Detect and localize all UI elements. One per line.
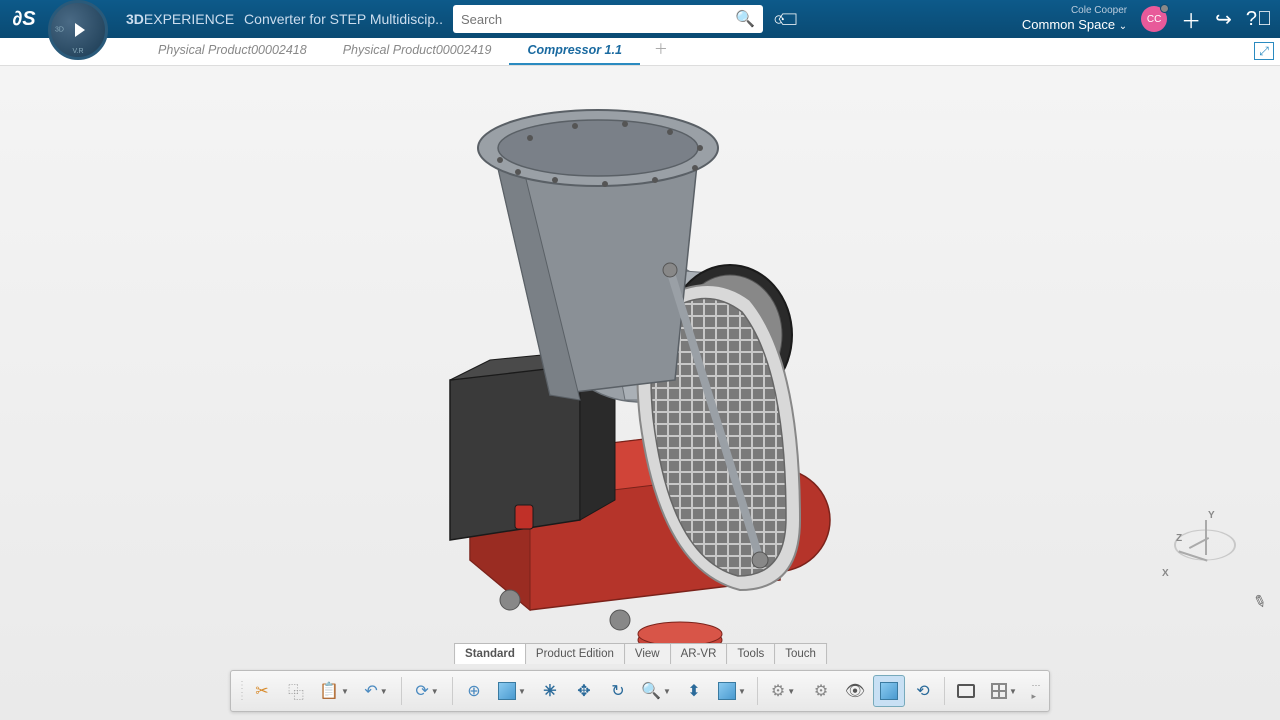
bottom-tab-tools[interactable]: Tools [726, 643, 775, 664]
search-box: 🔍 [453, 5, 763, 33]
bottom-tab-product-edition[interactable]: Product Edition [525, 643, 625, 664]
user-name: Cole Cooper [1022, 5, 1127, 17]
app-options-button[interactable]: ⚙▼ [763, 675, 803, 707]
toolbar-separator [757, 677, 758, 705]
pan-button[interactable]: ✥ [568, 675, 600, 707]
user-info[interactable]: Cole Cooper Common Space ⌄ [1022, 5, 1127, 33]
center-button[interactable]: ✳ [534, 675, 566, 707]
bottom-tab-standard[interactable]: Standard [454, 643, 526, 664]
undo-button[interactable]: ↶▼ [356, 675, 396, 707]
model-compressor [380, 100, 900, 660]
search-input[interactable] [461, 12, 735, 27]
main-toolbar: ⋮⋮ ✂⿻📋▼↶▼⟳▼⊕▼✳✥↻🔍▼⬍▼⚙▼⚙👁⟲▼ ⋯▸ [230, 670, 1050, 712]
pencil-cursor-icon: ✎ [1250, 590, 1269, 613]
rotate-button[interactable]: ↻ [602, 675, 634, 707]
capture-button[interactable] [950, 675, 982, 707]
zoom-button[interactable]: 🔍▼ [636, 675, 676, 707]
bottom-tab-view[interactable]: View [624, 643, 671, 664]
compass-vr-label: V.R [72, 48, 83, 55]
axis-x-label: X [1162, 568, 1169, 579]
axis-z-label: Z [1176, 533, 1182, 544]
tabstrip: Physical Product00002418Physical Product… [0, 38, 1280, 66]
axis-y-label: Y [1208, 510, 1215, 521]
tag-icon[interactable]: 🏷 [770, 1, 806, 37]
bottom-tab-ar-vr[interactable]: AR-VR [670, 643, 728, 664]
toolbar-overflow-button[interactable]: ⋯▸ [1029, 680, 1043, 702]
render-style-button[interactable]: ▼ [712, 675, 752, 707]
display-gear-button[interactable]: ⚙ [805, 675, 837, 707]
toolbar-separator [452, 677, 453, 705]
bottom-tabstrip: StandardProduct EditionViewAR-VRToolsTou… [454, 643, 826, 664]
update-button[interactable]: ⟳▼ [407, 675, 447, 707]
toolbar-container: ⋮⋮ ✂⿻📋▼↶▼⟳▼⊕▼✳✥↻🔍▼⬍▼⚙▼⚙👁⟲▼ ⋯▸ [230, 670, 1050, 712]
avatar[interactable]: CC [1141, 6, 1167, 32]
share-icon[interactable]: ↪ [1215, 7, 1232, 32]
compass-widget[interactable]: 3D V.R [48, 0, 108, 60]
select-mode-button[interactable] [873, 675, 905, 707]
copy-button[interactable]: ⿻ [280, 675, 312, 707]
spin-button[interactable]: ⟲ [907, 675, 939, 707]
3d-viewport[interactable]: Y X Z ✎ [0, 66, 1280, 720]
toolbar-separator [401, 677, 402, 705]
fit-all-button[interactable]: ⊕ [458, 675, 490, 707]
paste-button[interactable]: 📋▼ [314, 675, 354, 707]
toolbar-separator [944, 677, 945, 705]
bottom-tab-touch[interactable]: Touch [774, 643, 827, 664]
layout-button[interactable]: ▼ [984, 675, 1024, 707]
add-tab-button[interactable]: ＋ [640, 33, 682, 65]
cut-button[interactable]: ✂ [246, 675, 278, 707]
visibility-button[interactable]: 👁 [839, 675, 871, 707]
look-at-button[interactable]: ⬍ [678, 675, 710, 707]
search-icon[interactable]: 🔍 [735, 9, 755, 29]
tab-0[interactable]: Physical Product00002418 [140, 37, 325, 65]
isometric-button[interactable]: ▼ [492, 675, 532, 707]
tab-1[interactable]: Physical Product00002419 [325, 37, 510, 65]
ds-logo-icon[interactable]: ∂S [8, 3, 40, 35]
collapse-panels-button[interactable]: ⤢ [1254, 42, 1274, 60]
axis-triad[interactable]: Y X Z [1160, 500, 1250, 590]
help-icon[interactable]: ?⃝ [1246, 8, 1272, 31]
status-dot-icon [1160, 4, 1169, 13]
app-title: 3DEXPERIENCE Converter for STEP Multidis… [126, 11, 443, 27]
compass-3d-label: 3D [55, 27, 64, 34]
add-icon[interactable]: ＋ [1181, 5, 1201, 34]
tab-2[interactable]: Compressor 1.1 [509, 37, 639, 65]
toolbar-grip-icon[interactable]: ⋮⋮ [237, 680, 245, 702]
play-icon [75, 23, 85, 37]
